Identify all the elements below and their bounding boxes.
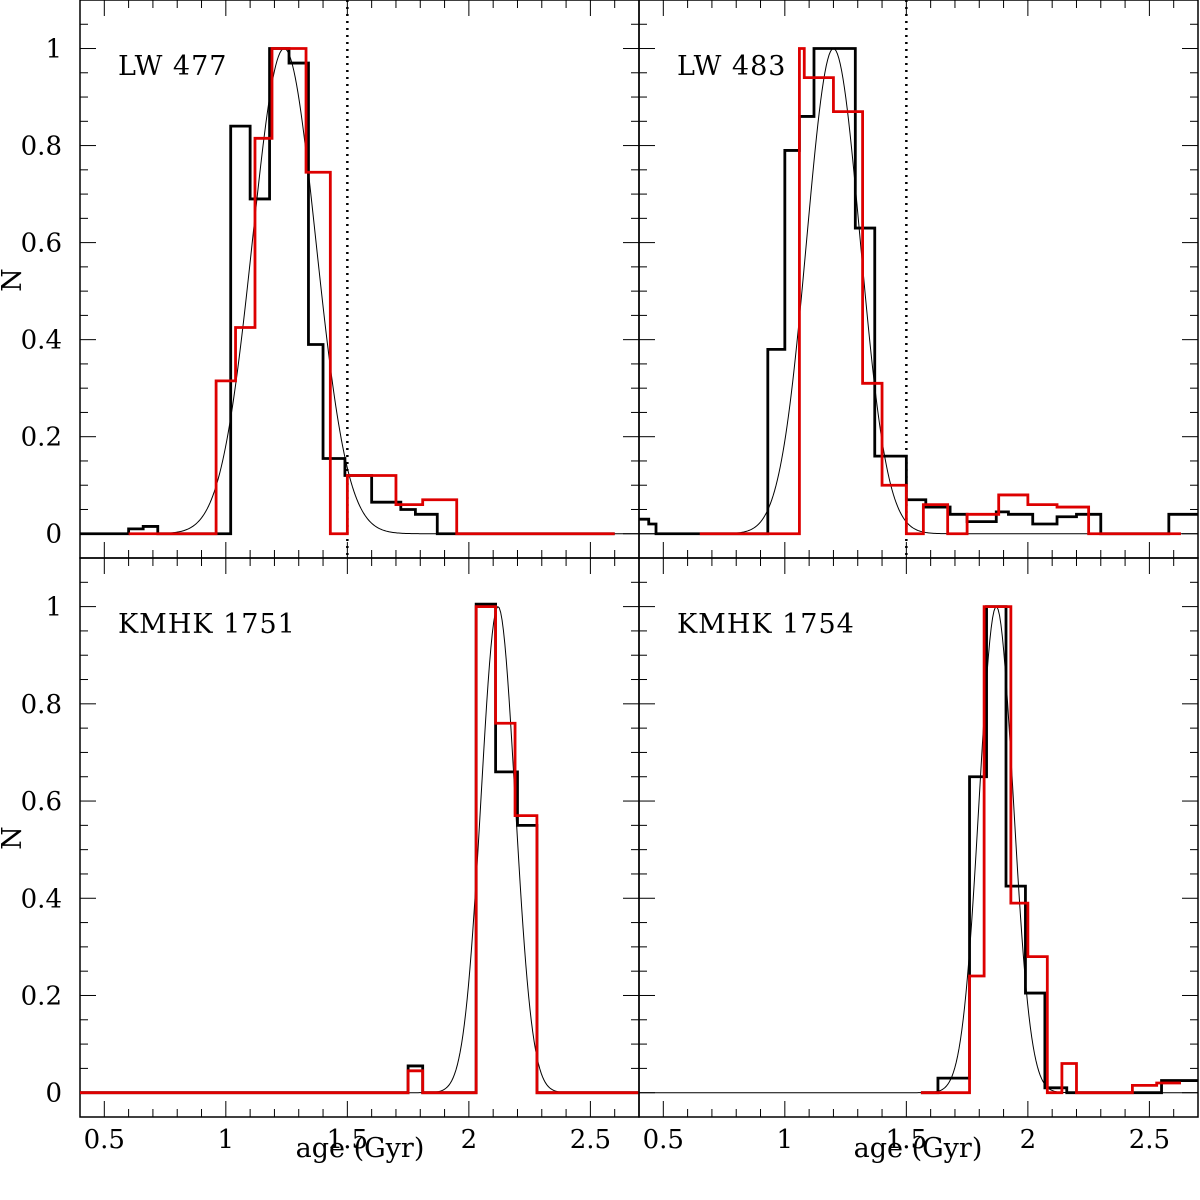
y-tick-label: 0.6 bbox=[21, 229, 62, 259]
x-axis-label-left: age (Gyr) bbox=[296, 1133, 425, 1164]
y-axis-label-bottom: N bbox=[0, 826, 28, 850]
x-tick-label: 1 bbox=[218, 1125, 235, 1155]
histogram-black-series bbox=[80, 602, 639, 1095]
x-tick-label: 2.5 bbox=[570, 1125, 611, 1155]
panel-bottom-left: 0 0.2 0.4 0.6 0.8 1 0.5 1 1.5 2 2.5 KMHK 1751 bbox=[21, 557, 640, 1155]
panel-title: LW 477 bbox=[118, 51, 227, 82]
gaussian-fit-curve bbox=[639, 606, 1198, 1094]
y-tick-label: 0 bbox=[45, 520, 62, 550]
histogram-red-series bbox=[920, 605, 1181, 1095]
panel-title: KMHK 1754 bbox=[677, 609, 855, 640]
y-tick-label: 0.2 bbox=[21, 981, 62, 1011]
panel-frame bbox=[79, 557, 640, 1118]
panel-title: LW 483 bbox=[677, 51, 786, 82]
y-tick-label: 0.8 bbox=[21, 132, 62, 162]
histogram-red-series bbox=[80, 605, 639, 1095]
panel-frame bbox=[638, 557, 1199, 1118]
gaussian-fit-curve bbox=[80, 605, 639, 1094]
histogram-red-series bbox=[699, 47, 1181, 536]
y-tick-label: 1 bbox=[45, 593, 62, 623]
histogram-black-series bbox=[80, 47, 615, 536]
panel-title: KMHK 1751 bbox=[118, 609, 296, 640]
histogram-red-series bbox=[128, 47, 615, 536]
x-axis-label-right: age (Gyr) bbox=[854, 1133, 983, 1164]
x-tick-label: 1 bbox=[777, 1125, 794, 1155]
x-tick-label: 0.5 bbox=[643, 1125, 684, 1155]
panel-top-right: LW 483 bbox=[638, 0, 1199, 559]
panel-bottom-right: 0.5 1 1.5 2 2.5 KMHK 1754 bbox=[638, 557, 1199, 1155]
y-tick-label: 0.8 bbox=[21, 690, 62, 720]
y-tick-label: 0.4 bbox=[21, 884, 62, 914]
gaussian-fit-curve bbox=[80, 48, 639, 535]
y-axis-label-top: N bbox=[0, 268, 28, 292]
x-tick-label: 2 bbox=[461, 1125, 478, 1155]
panel-top-left: 0 0.2 0.4 0.6 0.8 1 LW 477 bbox=[21, 0, 640, 559]
panel-frame bbox=[638, 0, 1199, 559]
x-tick-label: 2 bbox=[1020, 1125, 1037, 1155]
y-tick-label: 0.2 bbox=[21, 423, 62, 453]
y-tick-label: 1 bbox=[45, 35, 62, 65]
y-tick-label: 0.4 bbox=[21, 326, 62, 356]
y-tick-label: 0.6 bbox=[21, 787, 62, 817]
y-tick-label: 0 bbox=[45, 1079, 62, 1109]
gaussian-fit-curve bbox=[639, 47, 1198, 535]
panels: 0 0.2 0.4 0.6 0.8 1 LW 477 LW 483 0 0.2 0.4 0.6 0.8 1… bbox=[21, 0, 1199, 1155]
histogram-black-series bbox=[920, 605, 1198, 1095]
x-tick-label: 1.5 bbox=[886, 1125, 927, 1155]
x-tick-label: 1.5 bbox=[327, 1125, 368, 1155]
x-tick-label: 0.5 bbox=[84, 1125, 125, 1155]
x-tick-label: 2.5 bbox=[1129, 1125, 1170, 1155]
histogram-black-series bbox=[639, 47, 1198, 536]
